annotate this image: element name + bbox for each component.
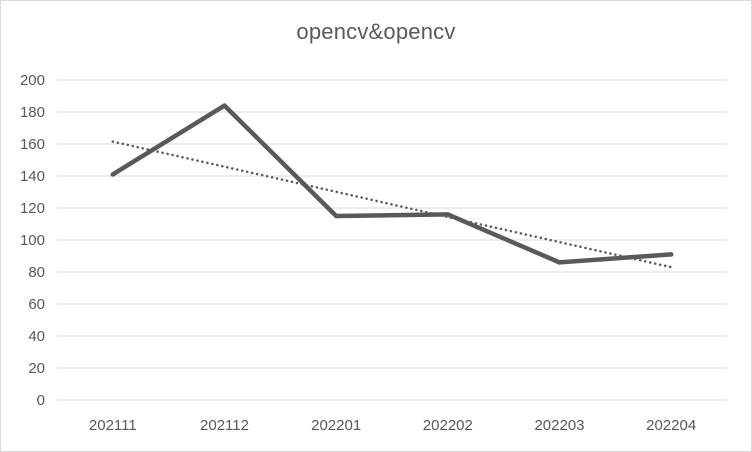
x-tick-label: 202202 [423,417,473,434]
chart-title: opencv&opencv [296,19,456,44]
y-tick-label: 80 [28,264,45,281]
data-point [110,172,116,177]
data-point [668,252,674,257]
x-axis-tick-labels: 202111 202112 202201 202202 202203 202204 [89,417,696,434]
y-axis-tick-labels: 0 20 40 60 80 100 120 140 160 180 200 [20,72,45,409]
y-tick-label: 120 [20,200,45,217]
y-tick-label: 40 [28,328,45,345]
x-tick-label: 202203 [534,417,584,434]
y-tick-label: 60 [28,296,45,313]
x-tick-label: 202111 [89,417,137,434]
y-tick-label: 140 [20,168,45,185]
data-point [222,103,227,108]
trendline-linear [111,140,673,269]
y-tick-label: 180 [20,104,45,121]
gridlines [57,79,727,401]
y-tick-label: 200 [20,72,45,89]
x-tick-label: 202112 [200,417,249,434]
series-line-main [110,103,674,265]
data-point [445,212,451,217]
y-tick-label: 20 [28,360,45,377]
series-layer [110,103,674,269]
data-point [333,213,339,219]
x-tick-label: 202204 [646,417,696,434]
y-tick-label: 100 [20,232,45,249]
y-tick-label: 160 [20,136,45,153]
y-tick-label: 0 [37,392,45,409]
data-point [557,260,562,265]
x-tick-label: 202201 [311,417,361,434]
